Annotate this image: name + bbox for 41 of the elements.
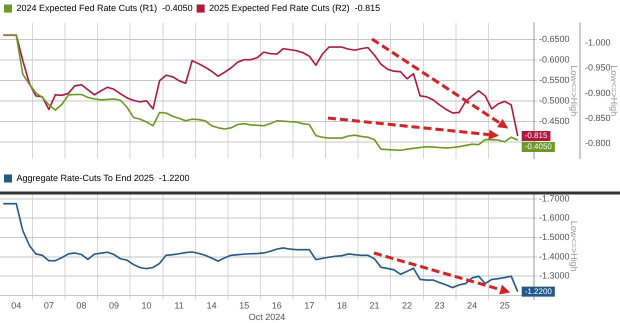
x-tick-label: 04 [11, 300, 22, 310]
y-tick-label: -1.5000 [539, 232, 570, 242]
y-tick-label: -0.4500 [539, 116, 570, 126]
y2-tick-label: -0.800 [585, 138, 611, 148]
y-tick-label: -1.3000 [539, 270, 570, 281]
x-tick-label: 22 [402, 300, 412, 310]
x-tick-label: 08 [76, 300, 86, 310]
y2-axis-title: Low<=>High [609, 65, 620, 116]
y-axis-title: Low<=>High [569, 220, 580, 272]
data-label: -0.4050 [524, 142, 552, 152]
x-tick-label: 24 [467, 300, 478, 310]
x-tick-label: 09 [108, 300, 119, 310]
y-tick-label: -1.7000 [539, 193, 570, 204]
y-tick-label: -0.6500 [539, 34, 570, 44]
x-tick-label: 10 [142, 300, 152, 310]
y2-tick-label: -0.900 [585, 88, 611, 98]
y-tick-label: -0.5000 [539, 96, 570, 106]
x-tick-label: 18 [336, 300, 347, 310]
x-tick-label: 16 [272, 300, 282, 310]
legend-label: 2024 Expected Fed Rate Cuts (R1) -0.4050 [16, 2, 193, 13]
y-tick-label: -1.6000 [539, 212, 570, 223]
legend-label: 2025 Expected Fed Rate Cuts (R2) -0.815 [209, 2, 380, 13]
y2-tick-label: -0.950 [585, 62, 611, 73]
data-label: -0.815 [524, 131, 548, 140]
x-tick-label: 15 [239, 300, 250, 310]
x-tick-label: 11 [174, 300, 184, 310]
legend-label: Aggregate Rate-Cuts To End 2025 -1.2200 [16, 172, 190, 183]
x-tick-label: 14 [206, 300, 217, 310]
x-axis-title: Oct 2024 [248, 312, 286, 322]
y-tick-label: -0.5500 [539, 75, 570, 86]
y2-tick-label: -0.850 [585, 112, 611, 123]
data-label: -1.2200 [524, 286, 552, 296]
x-tick-label: 25 [500, 300, 510, 310]
x-tick-label: 21 [369, 300, 380, 310]
x-tick-label: 23 [434, 300, 445, 310]
y2-tick-label: -1.000 [585, 38, 611, 48]
y-tick-label: -1.4000 [539, 251, 570, 262]
x-tick-label: 07 [44, 300, 54, 310]
x-tick-label: 17 [304, 300, 314, 310]
y-tick-label: -0.6000 [539, 54, 570, 64]
y-axis-title: Low<=>High [569, 65, 580, 116]
